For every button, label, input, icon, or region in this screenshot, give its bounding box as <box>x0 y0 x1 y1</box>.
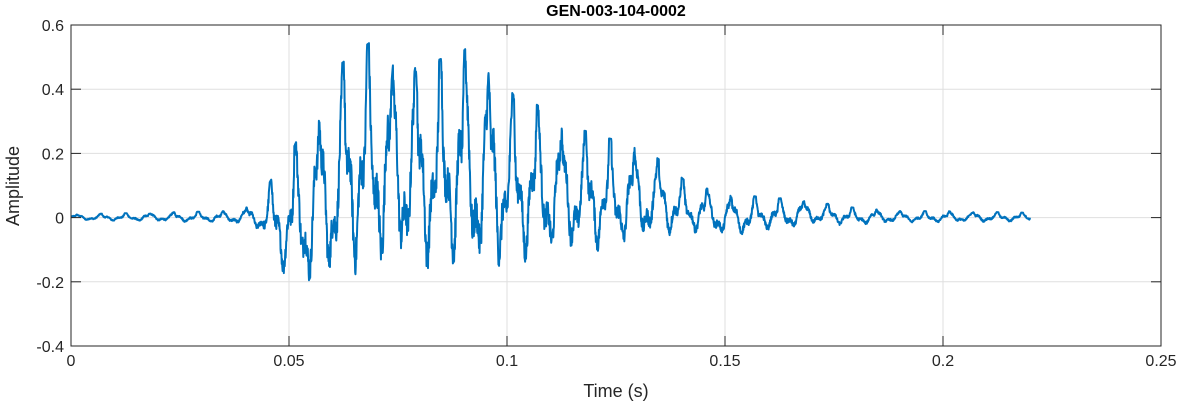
x-tick-label: 0.2 <box>932 353 954 370</box>
x-tick-label: 0.1 <box>496 353 518 370</box>
plot-frame <box>70 24 1162 347</box>
chart-title: GEN-003-104-0002 <box>546 3 686 20</box>
x-tick-label: 0.15 <box>709 353 740 370</box>
y-tick-labels: -0.4 -0.2 0 0.2 0.4 0.6 <box>36 18 64 356</box>
y-tick-label: -0.4 <box>36 339 64 356</box>
x-tick-label: 0.05 <box>273 353 304 370</box>
x-tick-label: 0.25 <box>1145 353 1176 370</box>
axis-ticks <box>70 24 1162 347</box>
y-tick-label: -0.2 <box>36 275 64 292</box>
y-axis-label: Amplitude <box>3 146 23 226</box>
x-tick-label: 0 <box>67 353 76 370</box>
y-tick-label: 0.2 <box>42 146 64 163</box>
y-tick-label: 0.6 <box>42 18 64 35</box>
x-tick-labels: 0 0.05 0.1 0.15 0.2 0.25 <box>67 353 1177 370</box>
y-tick-label: 0 <box>55 211 64 228</box>
waveform-series-line <box>70 42 1032 282</box>
y-tick-label: 0.4 <box>42 82 64 99</box>
grid-lines <box>70 24 1162 347</box>
x-axis-label: Time (s) <box>583 381 648 401</box>
